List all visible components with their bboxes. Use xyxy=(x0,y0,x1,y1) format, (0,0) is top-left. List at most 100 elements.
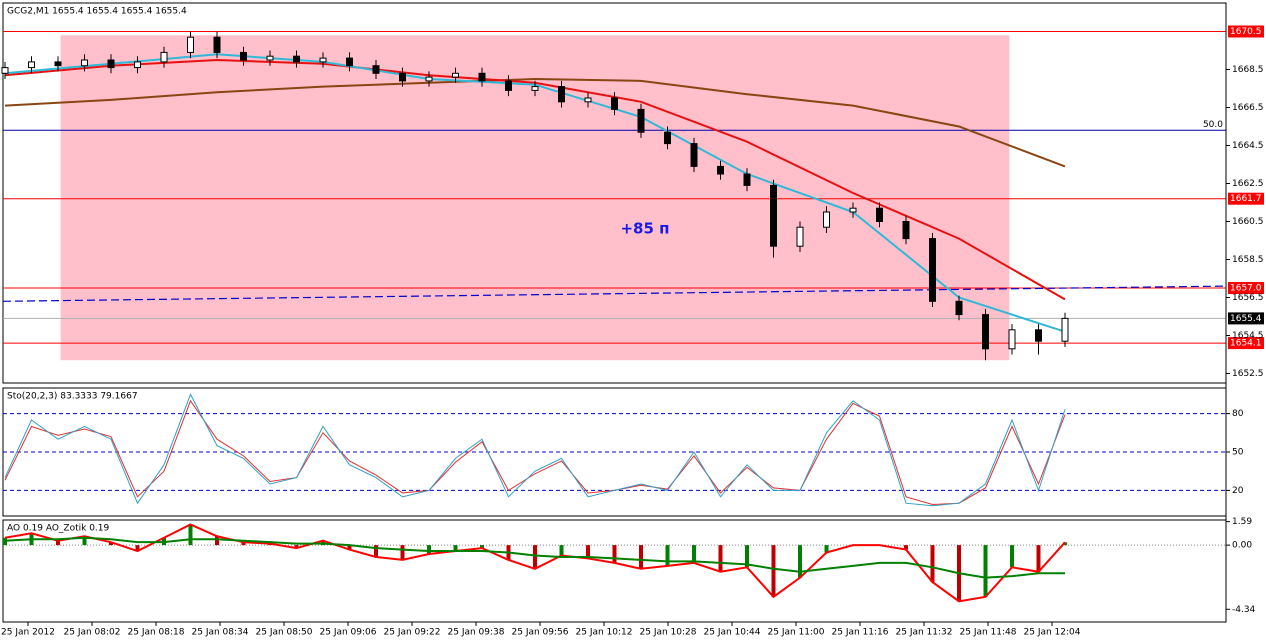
ao-bar xyxy=(612,545,617,563)
candle-body xyxy=(452,72,459,78)
ao-bar xyxy=(400,545,405,560)
ao-bar xyxy=(427,545,431,554)
candle-body xyxy=(240,51,247,61)
x-tick-label: 25 Jan 09:22 xyxy=(384,628,441,638)
candle-body xyxy=(796,226,804,247)
candle-body xyxy=(531,86,539,91)
candle-body xyxy=(611,97,618,110)
ao-bar xyxy=(215,536,219,546)
level-tag xyxy=(1228,282,1264,294)
ao-bar xyxy=(1010,545,1014,568)
candle-body xyxy=(134,61,141,69)
y-tick-label: 20 xyxy=(1232,486,1244,496)
candle-body xyxy=(823,211,830,228)
ao-bar xyxy=(745,545,749,568)
y-tick-label: 50 xyxy=(1232,448,1244,458)
level-label: 1657.0 xyxy=(1230,284,1262,294)
ao-bar xyxy=(692,545,696,563)
ao-bar xyxy=(665,545,670,566)
price-tag xyxy=(1228,312,1264,325)
moving-average xyxy=(4,77,1066,168)
y-tick-label: 1660.5 xyxy=(1232,217,1264,227)
ao-bar xyxy=(639,545,643,569)
candle-body xyxy=(558,86,565,103)
y-tick-label: 1658.5 xyxy=(1232,255,1264,265)
level-label: 1670.5 xyxy=(1230,27,1262,37)
y-tick-label: 1668.5 xyxy=(1232,65,1264,75)
candle-body xyxy=(929,238,936,302)
current-price-label: 1655.4 xyxy=(1230,314,1262,324)
level-tag xyxy=(1228,25,1264,38)
y-tick-label: 1664.5 xyxy=(1232,141,1264,151)
candle-body xyxy=(1035,329,1042,342)
candle-body xyxy=(28,61,35,69)
ao-bar xyxy=(480,545,484,549)
ao-bar xyxy=(347,545,352,550)
ao-bar xyxy=(559,545,564,556)
ao-bar xyxy=(904,545,908,550)
level-tag xyxy=(1228,192,1264,205)
fib-label: 50.0 xyxy=(1203,120,1223,130)
y-tick-label: 80 xyxy=(1232,409,1244,419)
x-tick-label: 25 Jan 11:32 xyxy=(896,628,953,638)
candle-body xyxy=(372,65,380,74)
y-tick-label: -4.34 xyxy=(1232,605,1256,615)
candle-body xyxy=(982,314,989,350)
candle-body xyxy=(876,207,883,222)
panel xyxy=(2,519,1227,623)
x-tick-label: 25 Jan 08:18 xyxy=(128,628,185,638)
candle-body xyxy=(266,55,274,61)
candle-body xyxy=(849,207,857,213)
candle-body xyxy=(743,173,751,186)
x-tick-label: 25 Jan 11:48 xyxy=(960,628,1017,638)
candle-body xyxy=(187,36,194,53)
candle-body xyxy=(54,61,62,67)
x-tick-label: 25 Jan 09:06 xyxy=(320,628,377,638)
ao-bar xyxy=(56,540,60,546)
candle-body xyxy=(319,57,327,63)
candle-body xyxy=(690,143,698,167)
candle-body xyxy=(955,300,963,316)
level-tag xyxy=(1228,337,1264,350)
x-tick-label: 25 Jan 09:56 xyxy=(512,628,569,638)
ao-bar xyxy=(533,545,537,569)
panel-title: GCG2,M1 1655.4 1655.4 1655.4 1655.4 xyxy=(7,7,187,17)
candle-body xyxy=(664,131,671,145)
x-tick-label: 25 Jan 08:34 xyxy=(192,628,249,638)
ao-bar xyxy=(241,542,246,546)
candle-body xyxy=(1008,329,1016,350)
ao-bar xyxy=(930,545,935,583)
x-tick-label: 25 Jan 12:04 xyxy=(1024,628,1081,638)
y-tick-label: 1656.5 xyxy=(1232,293,1264,303)
candle-body xyxy=(81,59,88,67)
ao-bar xyxy=(798,545,802,578)
level-label: 1654.1 xyxy=(1230,339,1262,349)
x-tick-label: 25 Jan 11:16 xyxy=(832,628,889,638)
candle-body xyxy=(399,72,406,82)
candle-body xyxy=(293,55,300,63)
x-tick-label: 25 Jan 11:00 xyxy=(768,628,825,638)
ao-bar xyxy=(771,545,776,597)
candle-body xyxy=(1061,317,1069,342)
y-tick-label: 0.00 xyxy=(1232,541,1252,551)
ao-bar xyxy=(3,537,7,546)
ao-bar xyxy=(983,545,988,597)
candle-body xyxy=(584,97,592,103)
candle-body xyxy=(160,51,168,63)
candle-body xyxy=(717,165,724,175)
ao-bar xyxy=(374,545,378,557)
y-tick-label: 1666.5 xyxy=(1232,103,1264,113)
candle-body xyxy=(637,108,645,133)
x-tick-label: 25 Jan 10:12 xyxy=(576,628,633,638)
oscillator-line xyxy=(4,399,1066,505)
oscillator-line xyxy=(4,393,1066,507)
ao-line xyxy=(4,523,1066,603)
level-label: 1661.7 xyxy=(1230,194,1262,204)
candle-body xyxy=(213,36,221,53)
ao-bar xyxy=(1036,545,1041,572)
ao-bar xyxy=(718,545,723,572)
ao-bar xyxy=(586,545,590,559)
x-tick-label: 25 Jan 2012 xyxy=(1,628,55,638)
candle-body xyxy=(770,184,777,247)
